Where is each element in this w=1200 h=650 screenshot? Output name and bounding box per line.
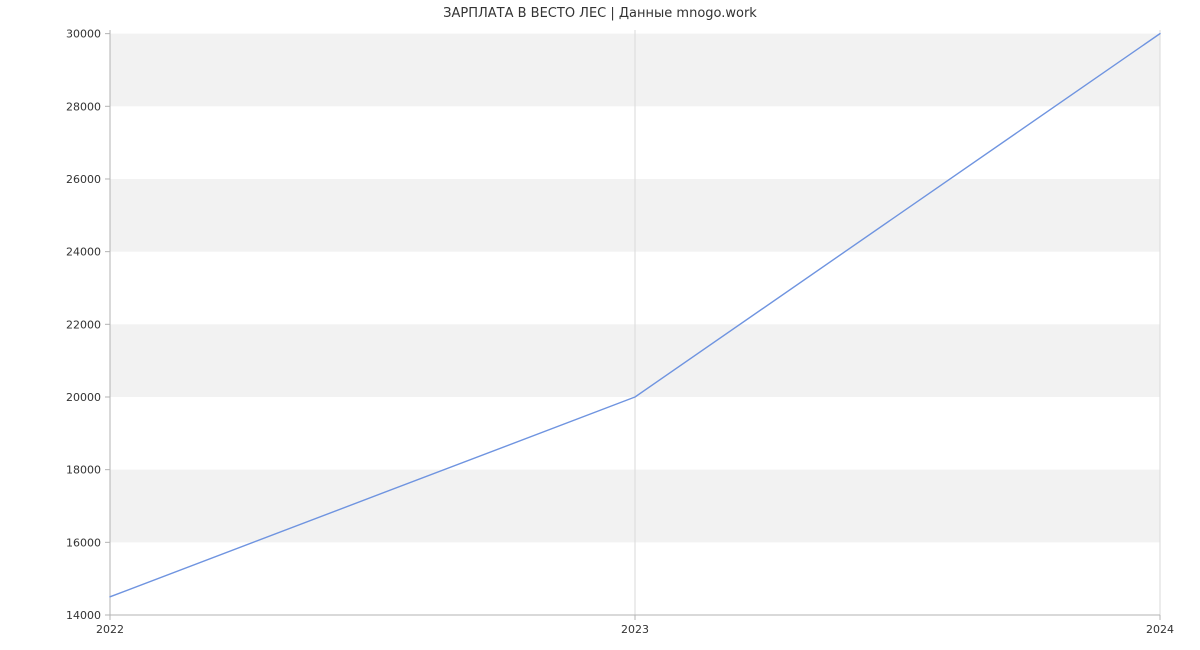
x-tick-label: 2024 xyxy=(1146,623,1174,636)
y-tick-label: 18000 xyxy=(66,464,101,477)
y-tick-label: 14000 xyxy=(66,609,101,622)
y-tick-label: 26000 xyxy=(66,173,101,186)
x-tick-label: 2022 xyxy=(96,623,124,636)
chart-title: ЗАРПЛАТА В ВЕСТО ЛЕС | Данные mnogo.work xyxy=(0,6,1200,21)
y-tick-label: 22000 xyxy=(66,318,101,331)
y-tick-label: 16000 xyxy=(66,536,101,549)
y-tick-label: 24000 xyxy=(66,246,101,259)
x-tick-label: 2023 xyxy=(621,623,649,636)
salary-line-chart: ЗАРПЛАТА В ВЕСТО ЛЕС | Данные mnogo.work… xyxy=(0,0,1200,650)
y-tick-label: 30000 xyxy=(66,28,101,41)
chart-svg: 14000 16000 18000 20000 22000 24000 26000 28000… xyxy=(0,0,1200,650)
y-tick-label: 28000 xyxy=(66,100,101,113)
y-tick-label: 20000 xyxy=(66,391,101,404)
